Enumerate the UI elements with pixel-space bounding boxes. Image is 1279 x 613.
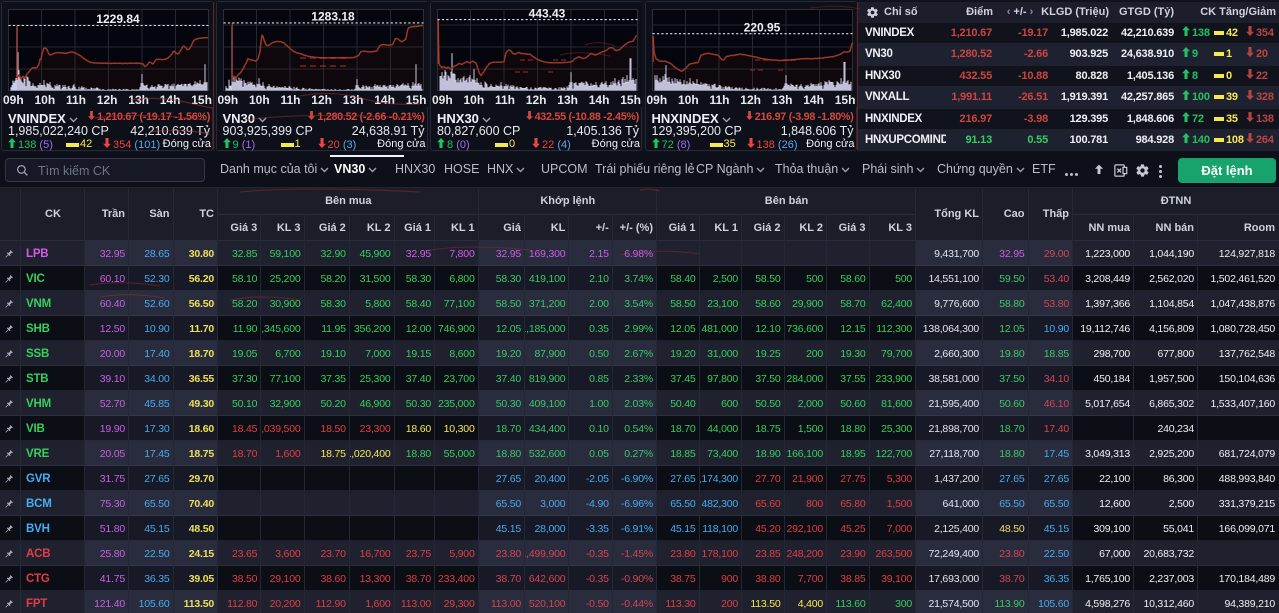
- svg-text:220.95: 220.95: [743, 21, 780, 35]
- svg-text:1283.18: 1283.18: [311, 10, 355, 24]
- svg-text:443.43: 443.43: [529, 7, 566, 21]
- svg-text:1229.84: 1229.84: [96, 12, 140, 26]
